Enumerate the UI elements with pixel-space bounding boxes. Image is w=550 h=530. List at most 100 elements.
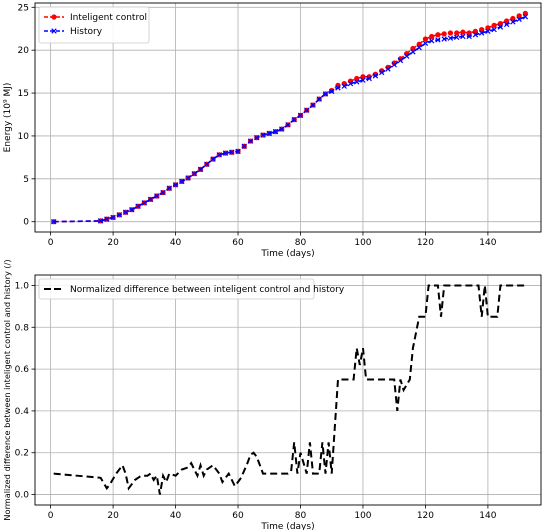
- data-point: [266, 130, 272, 137]
- x-tick-label: 140: [479, 238, 496, 248]
- series-line: [53, 12, 526, 223]
- data-point: [329, 88, 335, 95]
- legend-box: [38, 278, 315, 300]
- data-point: [172, 182, 179, 188]
- data-point: [272, 128, 279, 135]
- data-point: [229, 149, 235, 155]
- series-line: [53, 15, 526, 223]
- data-point: [491, 26, 497, 33]
- x-tick-label: 80: [295, 238, 307, 248]
- x-tick-label: 60: [232, 238, 244, 248]
- x-tick-label: 120: [417, 238, 434, 248]
- legend-marker: [51, 14, 57, 20]
- y-tick-label: 20: [18, 46, 30, 56]
- y-axis: 0 5 10 15 20 25: [18, 3, 35, 228]
- data-point: [160, 189, 166, 196]
- data-point: [104, 216, 110, 222]
- data-point: [316, 96, 322, 102]
- data-point: [135, 203, 141, 209]
- data-point: [522, 13, 529, 20]
- energy-chart: 0 20 40 60 80 100 120 140 0 5 10 15 20 25 Time (days) E…: [3, 2, 542, 259]
- y-tick-label: 0.2: [15, 449, 29, 459]
- data-point: [322, 91, 329, 97]
- data-point: [241, 143, 247, 149]
- data-point: [441, 31, 447, 37]
- data-point: [216, 152, 223, 158]
- data-point: [179, 178, 185, 185]
- series-line: [53, 284, 526, 495]
- data-point: [497, 24, 504, 30]
- data-point: [441, 36, 447, 42]
- data-point: [454, 30, 460, 36]
- data-point: [422, 40, 429, 47]
- data-point: [210, 156, 216, 162]
- data-point: [435, 37, 441, 43]
- data-point: [360, 77, 366, 83]
- y-tick-label: 0.8: [15, 323, 30, 333]
- legend-marker: [51, 28, 57, 34]
- legend-label: History: [70, 27, 103, 37]
- x-tick-label: 0: [48, 238, 54, 248]
- legend-item: Normalized difference between inteligent…: [44, 285, 345, 295]
- data-point: [366, 75, 372, 82]
- x-axis: 0 20 40 60 80 100 120 140: [48, 232, 497, 248]
- data-point: [129, 206, 135, 213]
- data-point: [491, 22, 497, 28]
- data-point: [397, 57, 404, 64]
- data-point: [466, 33, 472, 40]
- data-point: [403, 53, 410, 59]
- data-point: [510, 19, 516, 25]
- data-point: [447, 35, 454, 41]
- y-axis-label: Energy (10⁹ MJ): [3, 83, 13, 153]
- data-point: [353, 79, 360, 85]
- x-tick-label: 60: [232, 511, 244, 521]
- data-point: [297, 112, 304, 119]
- x-tick-label: 100: [354, 238, 371, 248]
- data-point: [428, 38, 435, 44]
- y-tick-label: 1.0: [15, 281, 30, 291]
- x-axis-label: Time (days): [260, 522, 314, 530]
- data-point: [378, 69, 385, 76]
- legend: Inteligent control History: [38, 6, 150, 44]
- grid: [35, 3, 541, 232]
- data-point: [222, 150, 229, 156]
- data-point: [516, 16, 522, 23]
- data-point: [285, 122, 291, 128]
- x-axis: 0 20 40 60 80 100 120 140: [48, 505, 497, 521]
- data-point: [485, 28, 491, 35]
- y-axis-label: Normalized difference between inteligent…: [2, 259, 12, 520]
- data-point: [410, 49, 416, 55]
- legend-item: Inteligent control: [44, 13, 147, 23]
- legend-label: Normalized difference between inteligent…: [70, 285, 345, 295]
- y-tick-label: 0: [23, 218, 29, 228]
- data-point: [435, 32, 441, 38]
- legend: Normalized difference between inteligent…: [38, 278, 345, 300]
- x-tick-label: 40: [170, 511, 182, 521]
- x-tick-label: 140: [479, 511, 496, 521]
- data-point: [260, 132, 266, 138]
- data-point: [279, 126, 285, 132]
- data-point: [416, 44, 422, 51]
- y-tick-label: 0.0: [15, 491, 30, 501]
- data-point: [235, 148, 241, 155]
- x-tick-label: 80: [295, 511, 307, 521]
- y-tick-label: 0.4: [15, 407, 30, 417]
- plot-frame: [34, 2, 542, 233]
- legend-box: [38, 6, 150, 44]
- legend-item: History: [44, 27, 103, 37]
- y-tick-label: 15: [18, 89, 29, 99]
- series-normalized-difference-between-inteligent-control-and-history: [53, 284, 526, 495]
- data-point: [478, 30, 485, 36]
- data-point: [335, 85, 341, 91]
- data-point: [447, 30, 454, 36]
- data-point: [254, 134, 260, 141]
- x-tick-label: 100: [354, 511, 371, 521]
- legend-label: Inteligent control: [70, 13, 147, 23]
- data-point: [453, 34, 460, 41]
- data-point: [197, 166, 204, 173]
- data-point: [204, 161, 210, 167]
- data-point: [460, 29, 466, 35]
- normalized-difference-chart: 0 20 40 60 80 100 120 140 0.0 0.2 0.4 0.6 0.8 1.0 Time…: [2, 259, 542, 530]
- x-tick-label: 40: [170, 238, 182, 248]
